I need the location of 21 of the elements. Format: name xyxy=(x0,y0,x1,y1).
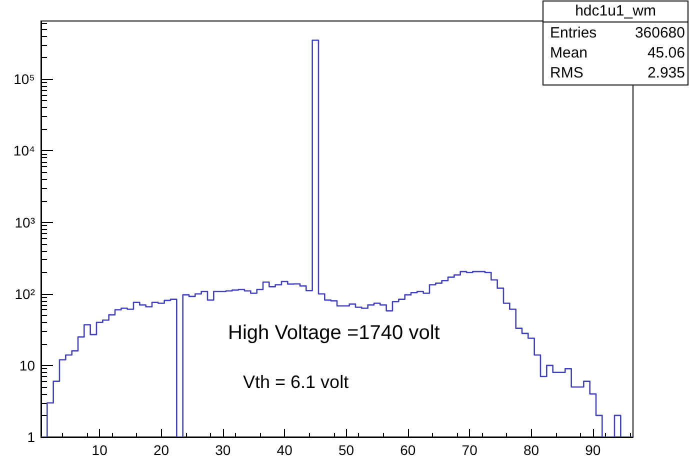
x-tick-label: 30 xyxy=(215,442,231,458)
annotation: High Voltage =1740 volt xyxy=(228,322,440,344)
x-tick-label: 70 xyxy=(462,442,478,458)
chart-title: hdc1u1_wm xyxy=(575,2,656,20)
y-tick-label: 10 xyxy=(19,357,36,374)
x-tick-label: 20 xyxy=(153,442,170,458)
text: RMS 2.935 xyxy=(550,64,685,82)
x-tick-label: 50 xyxy=(338,442,354,458)
x-tick-label: 10 xyxy=(92,442,108,458)
x-tick-label: 40 xyxy=(276,442,293,458)
text: Entries 360680 xyxy=(550,24,685,42)
y-tick-label: 10³ xyxy=(14,214,36,230)
x-tick-label: 60 xyxy=(400,442,416,458)
y-tick-label: 1 xyxy=(27,429,36,445)
y-tick-label: 10⁵ xyxy=(14,71,35,88)
annotation: Vth = 6.1 volt xyxy=(243,372,349,392)
y-tick-label: 10⁴ xyxy=(13,142,35,159)
y-tick-label: 10² xyxy=(14,286,36,302)
x-tick-label: 90 xyxy=(585,442,601,458)
text: Mean 45.06 xyxy=(550,44,685,62)
x-tick-label: 80 xyxy=(523,442,540,458)
